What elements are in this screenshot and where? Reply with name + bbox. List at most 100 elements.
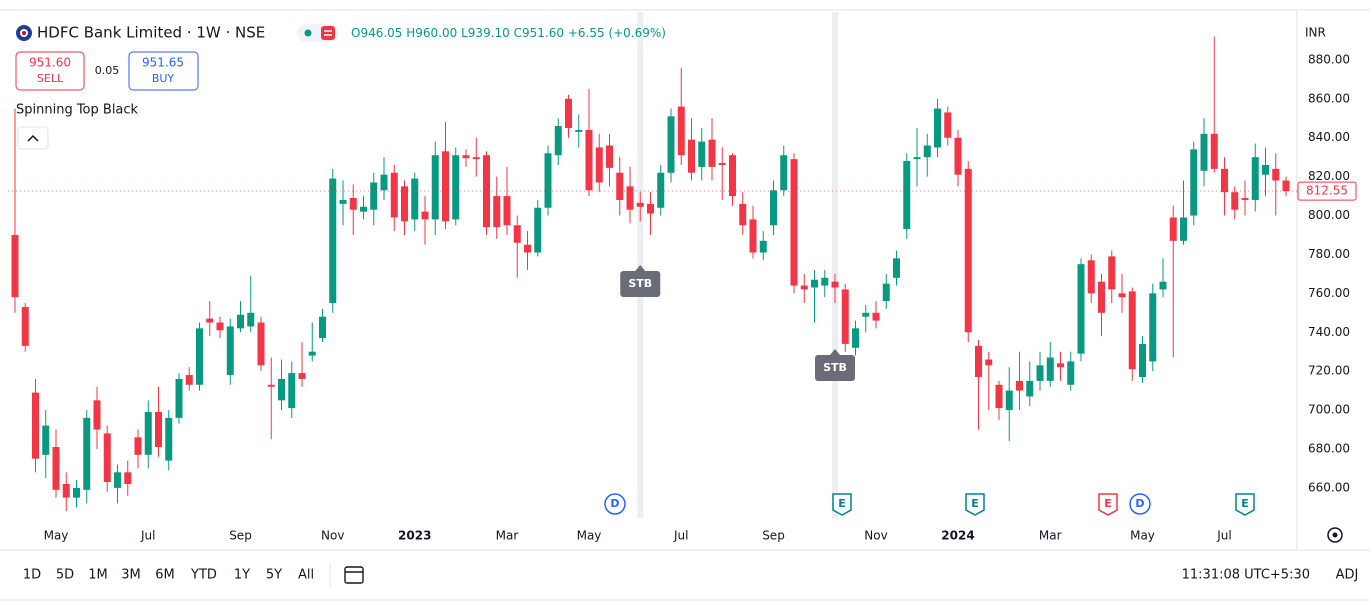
candle-body xyxy=(237,314,244,329)
candle-body xyxy=(73,487,80,498)
range-button[interactable]: 1M xyxy=(88,568,108,583)
candle-body xyxy=(903,161,911,230)
event-icon xyxy=(965,493,985,516)
pattern-pointer xyxy=(830,349,840,355)
candle-body xyxy=(431,155,439,220)
pattern-pointer xyxy=(635,265,646,271)
x-tick-label: May xyxy=(44,529,69,543)
candle-body xyxy=(155,412,162,448)
candle-body xyxy=(790,159,798,286)
sell-button[interactable] xyxy=(15,51,85,91)
candle-body xyxy=(606,145,613,168)
currency: INR xyxy=(1305,26,1326,40)
candle-body xyxy=(52,447,60,490)
candle-body xyxy=(513,225,521,243)
event-marker[interactable]: D xyxy=(604,493,626,515)
range-button[interactable]: 5Y xyxy=(266,568,282,583)
event-marker[interactable]: E xyxy=(965,493,985,516)
candle-body xyxy=(626,186,634,210)
candle-body xyxy=(985,359,993,366)
candle-body xyxy=(913,157,921,160)
candle-body xyxy=(144,412,152,455)
adj-toggle[interactable]: ADJ xyxy=(1336,568,1359,583)
candle-body xyxy=(257,322,265,366)
candle-body xyxy=(852,328,859,348)
candle-body xyxy=(1180,217,1187,241)
range-button[interactable]: 1D xyxy=(23,568,41,583)
event-marker[interactable]: D xyxy=(1129,493,1151,515)
spread: 0.05 xyxy=(95,64,120,77)
y-tick-label: 820.00 xyxy=(1308,169,1350,183)
x-tick-label: Jul xyxy=(1216,529,1231,543)
candle-body xyxy=(1221,168,1228,193)
range-button[interactable]: 6M xyxy=(155,568,175,583)
event-icon xyxy=(1098,493,1118,516)
range-button[interactable]: All xyxy=(298,568,314,583)
event-icon xyxy=(832,493,852,516)
event-label: D xyxy=(610,497,619,510)
ohlc-change: +6.55 (+0.69%) xyxy=(568,26,666,40)
settings-icon[interactable] xyxy=(1327,527,1343,543)
candle-body xyxy=(401,186,408,222)
candle-body xyxy=(698,141,706,167)
candle-body xyxy=(380,174,388,191)
pattern-label: STB xyxy=(628,277,652,290)
range-button[interactable]: 5D xyxy=(56,568,74,583)
x-tick-label: Mar xyxy=(1039,529,1062,543)
range-button[interactable]: 3M xyxy=(121,568,141,583)
candle-body xyxy=(647,203,654,214)
candle-body xyxy=(278,378,285,401)
candle-body xyxy=(585,129,593,191)
range-button[interactable]: YTD xyxy=(190,568,217,583)
event-marker[interactable]: E xyxy=(1235,493,1255,516)
pattern-marker[interactable]: STB xyxy=(620,265,661,297)
candle-body xyxy=(554,126,562,156)
candle-body xyxy=(708,139,716,167)
candle-body xyxy=(83,417,91,490)
event-marker[interactable]: E xyxy=(1098,493,1118,516)
event-icon xyxy=(1235,493,1255,516)
candle-body xyxy=(196,328,203,385)
candle-body xyxy=(421,211,429,220)
candle-body xyxy=(1241,198,1249,200)
candle-body xyxy=(216,322,224,331)
candle-body xyxy=(1159,281,1167,290)
candle-body xyxy=(360,206,367,212)
x-tick-label: Sep xyxy=(229,529,252,543)
candle-body xyxy=(114,472,121,488)
y-tick-label: 760.00 xyxy=(1308,286,1350,300)
candle-body xyxy=(975,345,982,377)
candle-body xyxy=(175,378,183,418)
sell-label: SELL xyxy=(37,72,64,85)
candle-body xyxy=(390,172,398,218)
pattern-marker[interactable]: STB xyxy=(815,349,855,381)
date-range-icon[interactable] xyxy=(344,566,364,584)
ohlc-high: H960.00 xyxy=(406,26,457,40)
candle-body xyxy=(831,281,839,288)
candle-body xyxy=(103,433,111,483)
y-tick-label: 740.00 xyxy=(1308,325,1350,339)
candle-body xyxy=(964,168,972,333)
candle-body xyxy=(934,108,941,148)
event-marker[interactable]: E xyxy=(832,493,852,516)
y-tick-label: 660.00 xyxy=(1308,480,1350,494)
candle-body xyxy=(134,437,142,455)
candle-body xyxy=(165,417,173,461)
buy-button[interactable] xyxy=(128,51,199,91)
clock: 11:31:08 UTC+5:30 xyxy=(1182,568,1310,583)
collapse-button[interactable] xyxy=(17,126,49,150)
candle-body xyxy=(226,326,234,376)
candle-body xyxy=(923,145,931,158)
candle-body xyxy=(1108,256,1116,290)
x-tick-label: Jul xyxy=(673,529,688,543)
candle-body xyxy=(1251,157,1259,200)
x-tick-label: Jul xyxy=(140,529,155,543)
event-icon xyxy=(604,493,626,515)
candle-body xyxy=(1036,365,1044,381)
toolbar: 11:31:08 UTC+5:30 ADJ 1D 5D 1M 3M 6M YTD 1Y 5Y A… xyxy=(23,563,1359,587)
range-button[interactable]: 1Y xyxy=(234,568,250,583)
candle-body xyxy=(62,483,70,498)
candle-body xyxy=(995,384,1003,409)
candle-body xyxy=(1200,133,1208,171)
candle-body xyxy=(770,190,777,226)
